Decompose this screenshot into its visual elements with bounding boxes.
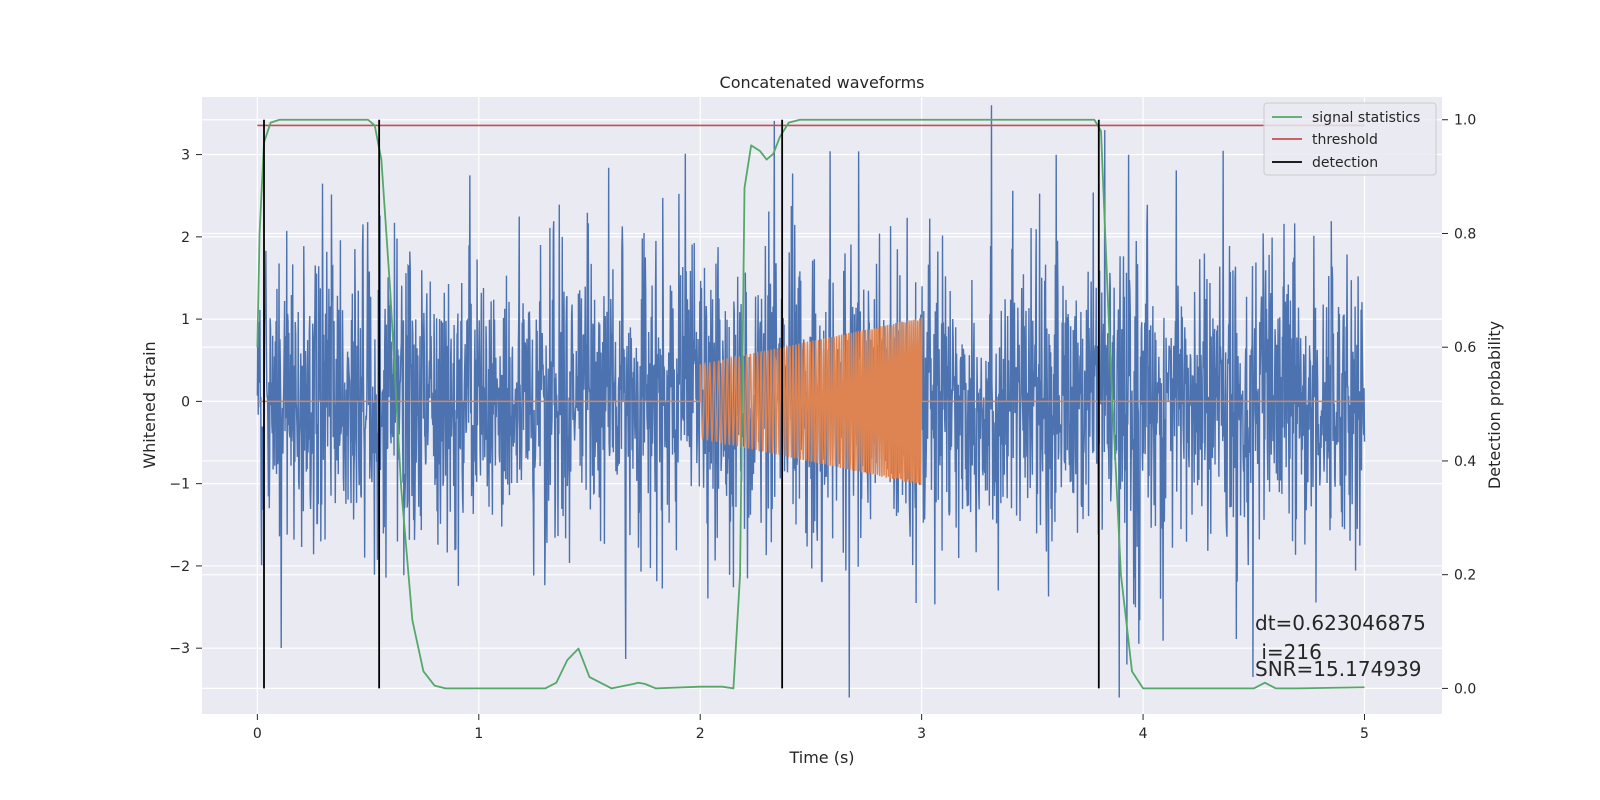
signal-statistics-line [256, 118, 1365, 690]
annotation-dt: dt=0.623046875 [1255, 611, 1426, 635]
series-noise-line [256, 105, 1366, 698]
legend-label-signal-statistics: signal statistics [1312, 110, 1420, 126]
y-tick-label: 1 [181, 312, 190, 328]
legend-label-threshold: threshold [1312, 132, 1378, 148]
x-tick-label: 0 [253, 726, 262, 742]
legend-box [1263, 102, 1437, 176]
legend-label-detection: detection [1312, 155, 1378, 171]
series-signal-line [257, 317, 1365, 486]
chart-title: Concatenated waveforms [720, 73, 925, 92]
y2-tick-label: 1.0 [1454, 113, 1476, 129]
x-axis-label: Time (s) [788, 748, 854, 767]
y-tick-label: −3 [169, 641, 190, 657]
y-tick-label: −2 [169, 559, 190, 575]
x-tick-label: 4 [1139, 726, 1148, 742]
annotation-snr: SNR=15.174939 [1255, 657, 1421, 681]
y2-axis-label: Detection probability [1485, 321, 1504, 489]
y2-tick-label: 0.6 [1454, 340, 1476, 356]
y-tick-label: 0 [181, 394, 190, 410]
y-tick-label: 2 [181, 230, 190, 246]
series-layer [256, 105, 1366, 698]
y-tick-label: −1 [169, 477, 190, 493]
y-axis-label: Whitened strain [140, 341, 159, 468]
y2-tick-label: 0.0 [1454, 681, 1476, 697]
x-tick-label: 1 [474, 726, 483, 742]
y2-tick-label: 0.2 [1454, 568, 1476, 584]
ticks: 0 1 2 3 4 5 3 2 1 0 −1 −2 −3 1.0 0.8 0.6 0.4 0.2 0.0 [169, 113, 1476, 742]
x-tick-label: 2 [696, 726, 705, 742]
x-tick-label: 5 [1360, 726, 1369, 742]
y2-tick-label: 0.8 [1454, 226, 1476, 242]
annotation-i: i=216 [1255, 640, 1322, 664]
y-tick-label: 3 [181, 148, 190, 164]
legend: signal statistics threshold detection [1263, 102, 1437, 176]
y2-tick-label: 0.4 [1454, 454, 1476, 470]
x-tick-label: 3 [917, 726, 926, 742]
